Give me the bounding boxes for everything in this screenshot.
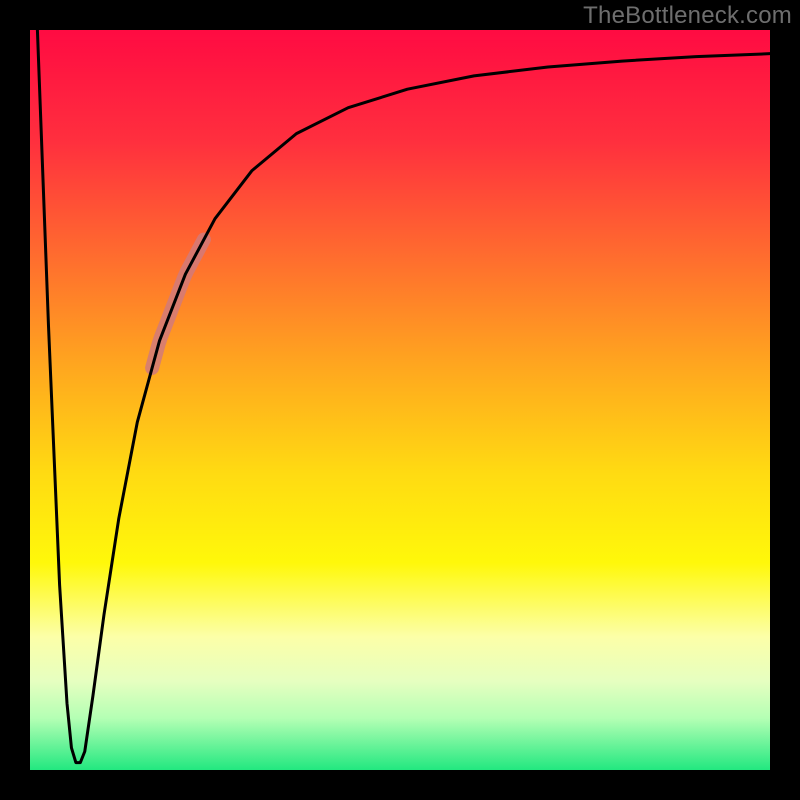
bottleneck-chart [0,0,800,800]
chart-background [30,30,770,770]
watermark-text: TheBottleneck.com [583,2,792,30]
